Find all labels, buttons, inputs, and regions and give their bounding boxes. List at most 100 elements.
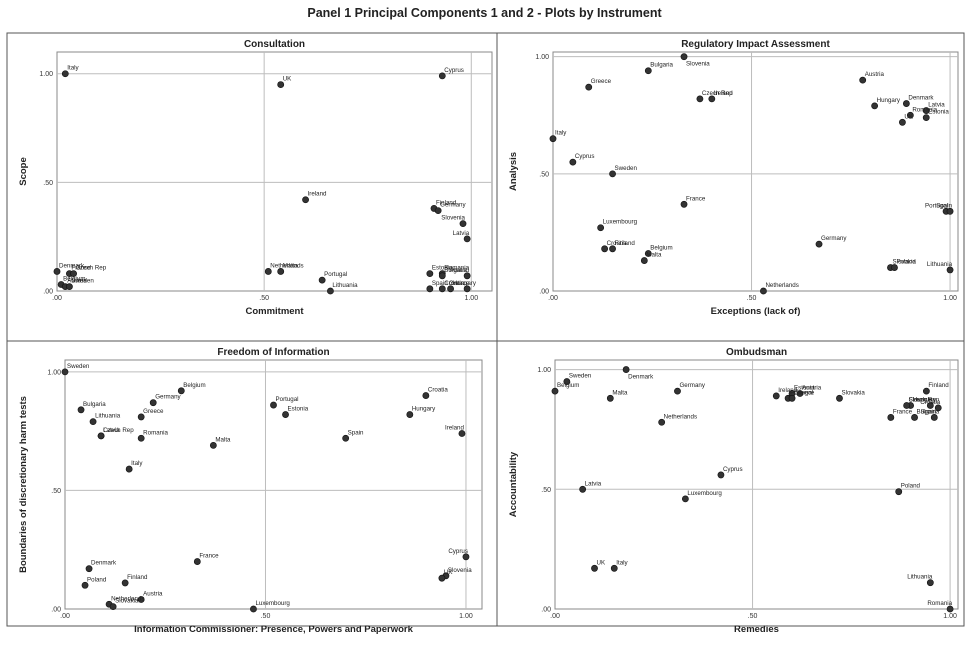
- panel-3-x-tick-label: .00: [60, 613, 70, 620]
- panel-2-point-label-italy: Italy: [555, 130, 567, 137]
- panel-4-point-greece: [788, 394, 796, 402]
- panel-2-point-croatia: [601, 245, 609, 253]
- panel-4-point-label-latvia: Latvia: [585, 480, 602, 487]
- panel-3-point-label-germany: Germany: [155, 394, 181, 401]
- panel-3-point-label-uk: UK: [444, 569, 453, 576]
- panel-4-point-label-finland: Finland: [928, 382, 949, 389]
- panel-4-y-tick-label: 1.00: [537, 367, 551, 374]
- panel-2-point-label-greece: Greece: [591, 78, 612, 85]
- panel-3-point-poland: [81, 581, 89, 589]
- panel-2-point-poland: [891, 264, 898, 271]
- panel-1-point-portugal: [318, 276, 326, 284]
- panel-4-point-czech-rep: [903, 402, 911, 409]
- panel-2-point-czech-rep: [696, 95, 704, 103]
- panel-3-point-label-slovakia: Slovakia: [115, 598, 139, 605]
- panel-4-point-lithuania: [926, 579, 934, 587]
- panel-3-point-portugal: [270, 401, 277, 409]
- panel-1-point-cyprus: [438, 72, 446, 80]
- panel-4-point-label-denmark: Denmark: [628, 374, 654, 381]
- panel-2-point-ireland: [708, 95, 716, 103]
- panel-2-point-label-sweden: Sweden: [615, 165, 638, 172]
- panel-2-point-austria: [859, 76, 867, 84]
- panel-1-point-label-croatia: Croatia: [444, 280, 465, 287]
- panel-3-title: Freedom of Information: [217, 347, 329, 358]
- panel-3-y-tick-label: 1.00: [47, 369, 61, 376]
- panel-1-point-label-austria: Austria: [67, 278, 87, 285]
- panel-4-point-label-germany: Germany: [679, 382, 705, 389]
- panel-4-point-uk: [591, 564, 598, 572]
- panel-2-point-estonia: [922, 114, 930, 122]
- panel-4-point-ireland: [772, 392, 780, 400]
- panel-2-point-label-romania: Romania: [912, 106, 937, 113]
- panel-4-point-label-spain: Spain: [920, 408, 936, 415]
- panel-2-point-romania: [906, 111, 914, 119]
- panel-3-point-italy: [125, 465, 133, 473]
- panel-2-point-label-malta: Malta: [646, 252, 662, 259]
- panel-1-plot-area: [56, 51, 493, 292]
- panel-1-point-estonia: [426, 270, 434, 278]
- panel-2-point-germany: [815, 240, 823, 248]
- panel-2-point-label-austria: Austria: [865, 71, 885, 78]
- panel-1-point-uk: [277, 81, 285, 88]
- panel-2-x-tick-label: .50: [747, 295, 757, 302]
- panel-3-x-tick-label: .50: [261, 613, 271, 620]
- panel-2-point-lithuania: [946, 266, 954, 274]
- panel-4-point-label-luxembourg: Luxembourg: [687, 490, 722, 497]
- panel-4-point-label-france: France: [893, 408, 913, 415]
- panel-4-x-tick-label: .50: [748, 613, 758, 620]
- panel-3-point-label-bulgaria: Bulgaria: [83, 401, 106, 408]
- panel-3-point-cyprus: [462, 553, 470, 561]
- panel-3-point-greece: [137, 413, 145, 421]
- panel-3-x-tick-label: 1.00: [459, 613, 473, 620]
- panel-4-point-cyprus: [717, 471, 725, 479]
- panel-2-point-label-france: France: [686, 195, 706, 202]
- panel-1-point-sweden: [66, 283, 73, 291]
- panel-2-point-latvia: [922, 107, 930, 114]
- panel-4-point-label-estonia: Estonia: [794, 385, 815, 392]
- panel-4-point-romania: [946, 605, 954, 613]
- panel-2-point-malta: [640, 257, 648, 264]
- panel-3-y-tick-label: .50: [51, 488, 61, 495]
- panel-1-point-label-netherlands: Netherlands: [270, 262, 303, 269]
- panel-4-y-tick-label: .50: [541, 487, 551, 494]
- panel-1-y-tick-label: 1.00: [39, 71, 53, 78]
- panel-2-point-label-finland: Finland: [615, 240, 636, 247]
- panel-1-point-label-bulgaria: Bulgaria: [444, 267, 467, 274]
- panel-4-x-tick-label: .00: [550, 613, 560, 620]
- panel-4-point-netherlands: [658, 418, 666, 426]
- panel-3-point-label-romania: Romania: [143, 429, 168, 436]
- panel-4-plot-area: [554, 359, 959, 610]
- panel-4-point-label-slovakia: Slovakia: [841, 389, 865, 396]
- panel-2-x-tick-label: 1.00: [943, 295, 957, 302]
- panel-4-point-denmark: [622, 366, 630, 373]
- panel-1-point-ireland: [302, 196, 309, 204]
- panel-2-point-uk: [899, 118, 906, 126]
- panel-1-point-greece: [463, 285, 471, 293]
- panel-4-point-label-romania: Romania: [927, 600, 952, 607]
- panel-2-point-finland: [609, 245, 616, 253]
- panel-4-point-france: [887, 414, 895, 421]
- panel-3-point-label-italy: Italy: [131, 460, 143, 467]
- panel-2-y-tick-label: .00: [539, 289, 549, 296]
- panel-4-point-malta: [606, 394, 614, 402]
- panel-3-point-austria: [137, 596, 145, 603]
- panel-3-point-label-ireland: Ireland: [445, 425, 464, 432]
- panel-3-point-estonia: [282, 411, 289, 418]
- panel-2-point-label-poland: Poland: [896, 259, 916, 266]
- panel-1-point-label-lithuania: Lithuania: [332, 282, 358, 289]
- panel-1-point-label-sweden: Sweden: [71, 278, 94, 285]
- panel-1-y-tick-label: .00: [43, 289, 53, 296]
- panel-2-x-axis-label: Exceptions (lack of): [711, 306, 801, 317]
- panel-2-point-denmark: [902, 100, 910, 107]
- panel-2-point-label-spain: Spain: [936, 202, 952, 209]
- panel-4-point-label-portugal: Portugal: [790, 389, 813, 396]
- panel-1-point-label-portugal: Portugal: [324, 271, 347, 278]
- panel-2-point-label-ireland: Ireland: [714, 90, 733, 97]
- panel-4-point-label-sweden: Sweden: [569, 373, 592, 380]
- panel-1-point-label-spain: Spain: [432, 280, 448, 287]
- panel-4-point-label-hungary: Hungary: [913, 396, 937, 403]
- panel-1-x-tick-label: 1.00: [464, 295, 478, 302]
- panel-3-point-label-poland: Poland: [87, 576, 107, 583]
- panel-3-point-label-sweden: Sweden: [67, 363, 90, 370]
- panel-3-point-label-malta: Malta: [215, 436, 231, 443]
